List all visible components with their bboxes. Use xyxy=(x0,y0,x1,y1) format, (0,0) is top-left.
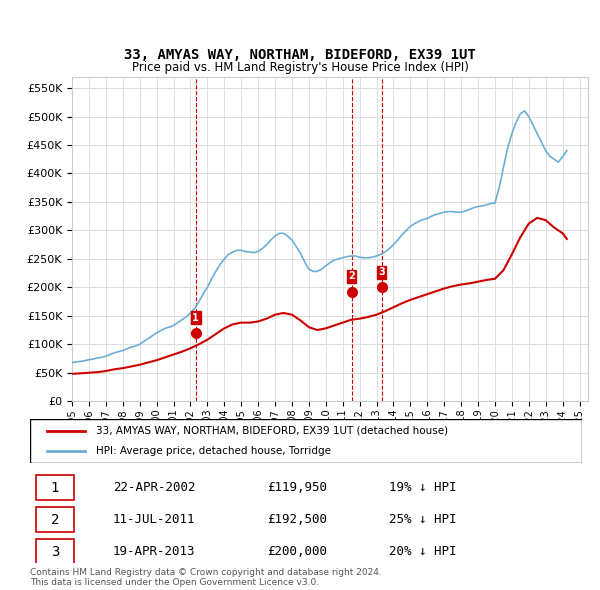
Text: 2: 2 xyxy=(348,271,355,281)
Text: HPI: Average price, detached house, Torridge: HPI: Average price, detached house, Torr… xyxy=(96,446,331,456)
Text: 25% ↓ HPI: 25% ↓ HPI xyxy=(389,513,457,526)
Text: Price paid vs. HM Land Registry's House Price Index (HPI): Price paid vs. HM Land Registry's House … xyxy=(131,61,469,74)
Text: 1: 1 xyxy=(50,480,59,494)
Text: 2: 2 xyxy=(50,513,59,527)
FancyBboxPatch shape xyxy=(30,419,582,463)
Text: £119,950: £119,950 xyxy=(268,481,328,494)
Text: 33, AMYAS WAY, NORTHAM, BIDEFORD, EX39 1UT (detached house): 33, AMYAS WAY, NORTHAM, BIDEFORD, EX39 1… xyxy=(96,426,448,436)
Text: 11-JUL-2011: 11-JUL-2011 xyxy=(113,513,196,526)
Text: 33, AMYAS WAY, NORTHAM, BIDEFORD, EX39 1UT: 33, AMYAS WAY, NORTHAM, BIDEFORD, EX39 1… xyxy=(124,48,476,62)
Text: 22-APR-2002: 22-APR-2002 xyxy=(113,481,196,494)
Text: £192,500: £192,500 xyxy=(268,513,328,526)
FancyBboxPatch shape xyxy=(35,539,74,565)
Text: 19-APR-2013: 19-APR-2013 xyxy=(113,545,196,558)
Text: 3: 3 xyxy=(50,545,59,559)
FancyBboxPatch shape xyxy=(35,475,74,500)
Text: Contains HM Land Registry data © Crown copyright and database right 2024.
This d: Contains HM Land Registry data © Crown c… xyxy=(30,568,382,587)
Text: 20% ↓ HPI: 20% ↓ HPI xyxy=(389,545,457,558)
Text: 3: 3 xyxy=(378,267,385,277)
Text: £200,000: £200,000 xyxy=(268,545,328,558)
Text: 1: 1 xyxy=(192,313,199,323)
Text: 19% ↓ HPI: 19% ↓ HPI xyxy=(389,481,457,494)
FancyBboxPatch shape xyxy=(35,507,74,532)
